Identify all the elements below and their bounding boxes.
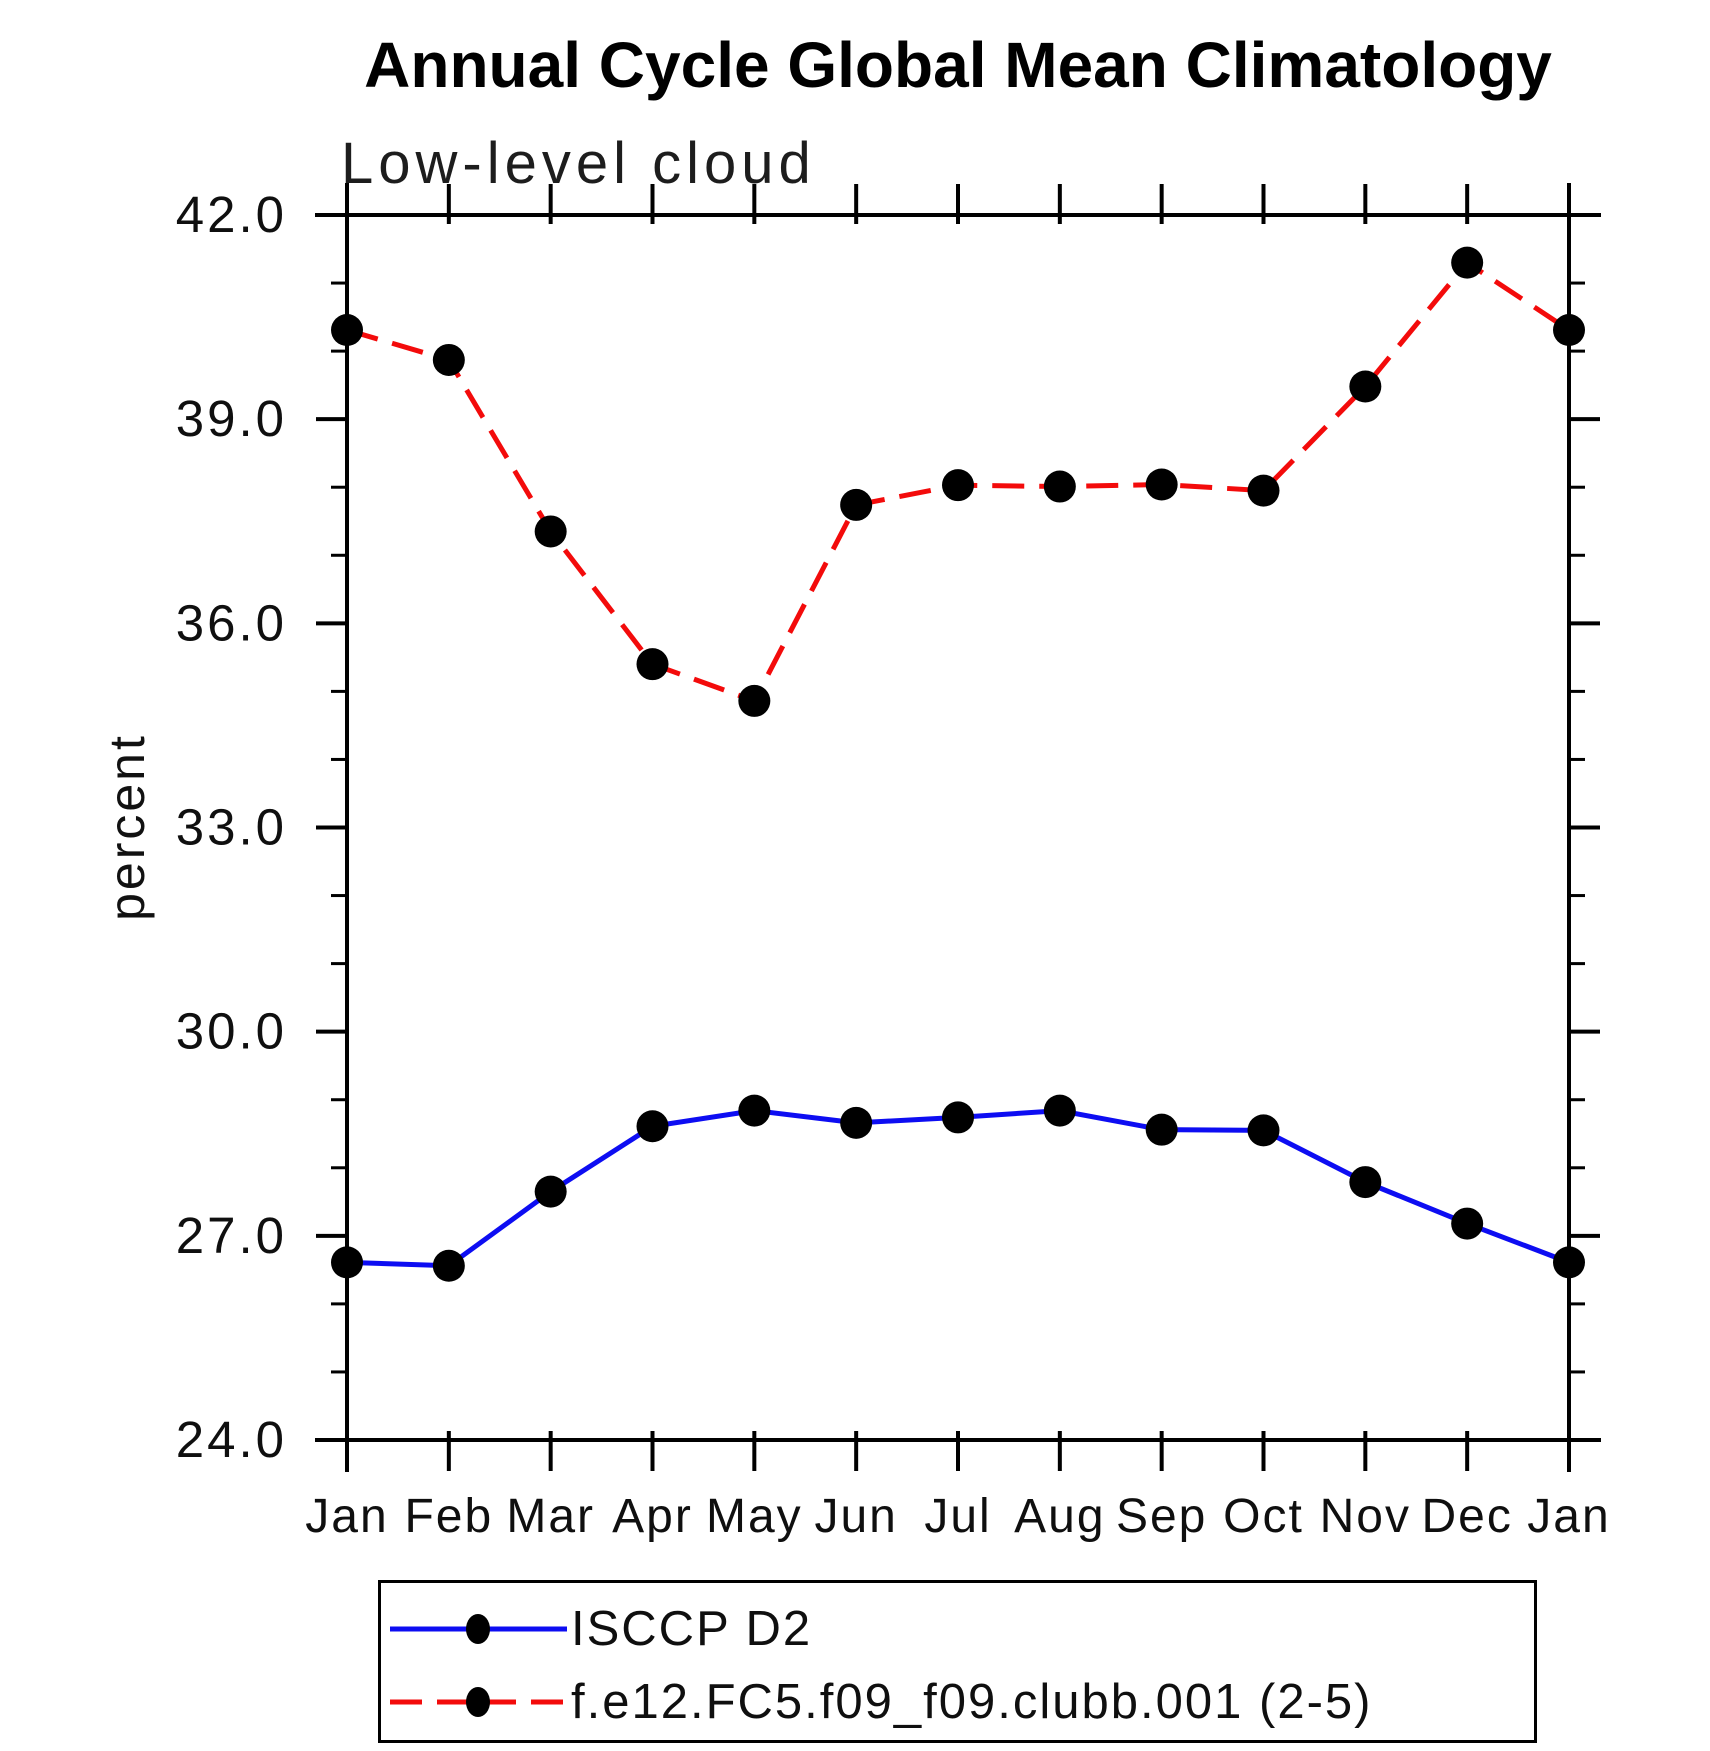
- y-tick-label: 24.0: [176, 1411, 287, 1468]
- data-point: [1043, 470, 1076, 503]
- data-point: [432, 1249, 465, 1282]
- y-tick-label: 39.0: [176, 390, 287, 447]
- data-point: [738, 1094, 771, 1127]
- x-tick-label: Jan: [1527, 1490, 1610, 1543]
- data-point: [1451, 1207, 1484, 1240]
- data-point: [942, 1101, 974, 1134]
- x-tick-label: Apr: [612, 1490, 693, 1543]
- data-point: [1451, 246, 1484, 279]
- x-tick-label: May: [706, 1490, 803, 1543]
- y-tick-label: 33.0: [176, 799, 287, 856]
- legend-entry-model: f.e12.FC5.f09_f09.clubb.001 (2-5): [381, 1671, 1372, 1733]
- data-point: [840, 1106, 873, 1139]
- data-point: [636, 648, 669, 681]
- x-tick-label: Aug: [1014, 1490, 1105, 1543]
- data-point: [1145, 1113, 1178, 1146]
- data-point: [1247, 474, 1280, 507]
- data-point: [1349, 370, 1382, 403]
- x-tick-label: Jun: [814, 1490, 897, 1543]
- data-point: [738, 684, 771, 717]
- data-point: [534, 1175, 567, 1208]
- data-point: [534, 515, 567, 548]
- x-tick-label: Jan: [305, 1490, 388, 1543]
- legend-key-solid-line: [390, 1614, 567, 1644]
- y-tick-label: 42.0: [176, 186, 287, 243]
- legend-key-dashed-line: [390, 1687, 567, 1717]
- legend-entry-observation: ISCCP D2: [381, 1598, 812, 1660]
- data-point: [1349, 1166, 1382, 1199]
- data-point: [331, 314, 363, 347]
- data-point: [942, 469, 974, 502]
- data-point: [636, 1110, 669, 1143]
- x-tick-label: Jul: [924, 1490, 991, 1543]
- data-point: [1553, 314, 1585, 347]
- y-tick-label: 30.0: [176, 1003, 287, 1060]
- legend-label-model: f.e12.FC5.f09_f09.clubb.001 (2-5): [571, 1675, 1373, 1729]
- x-tick-label: Sep: [1116, 1490, 1207, 1543]
- chart-subtitle: Low-level cloud: [341, 131, 816, 196]
- x-tick-label: Mar: [506, 1490, 595, 1543]
- data-point: [1043, 1094, 1076, 1127]
- data-point: [1145, 468, 1178, 501]
- data-point: [432, 343, 465, 376]
- x-tick-label: Dec: [1421, 1490, 1512, 1543]
- legend-box: ISCCP D2 f.e12.FC5.f09_f09.clubb.001 (2-…: [378, 1580, 1537, 1743]
- y-tick-label: 36.0: [176, 594, 287, 651]
- x-tick-label: Feb: [404, 1490, 493, 1543]
- series-line-0: [346, 1108, 1570, 1269]
- x-tick-label: Nov: [1320, 1490, 1411, 1543]
- y-tick-label: 27.0: [176, 1207, 287, 1264]
- data-point: [840, 488, 873, 521]
- legend-label-observation: ISCCP D2: [571, 1602, 813, 1656]
- data-point: [331, 1246, 363, 1279]
- chart-title: Annual Cycle Global Mean Climatology: [364, 29, 1552, 101]
- data-point: [1553, 1246, 1585, 1279]
- data-point: [1247, 1114, 1280, 1147]
- x-tick-label: Oct: [1223, 1490, 1304, 1543]
